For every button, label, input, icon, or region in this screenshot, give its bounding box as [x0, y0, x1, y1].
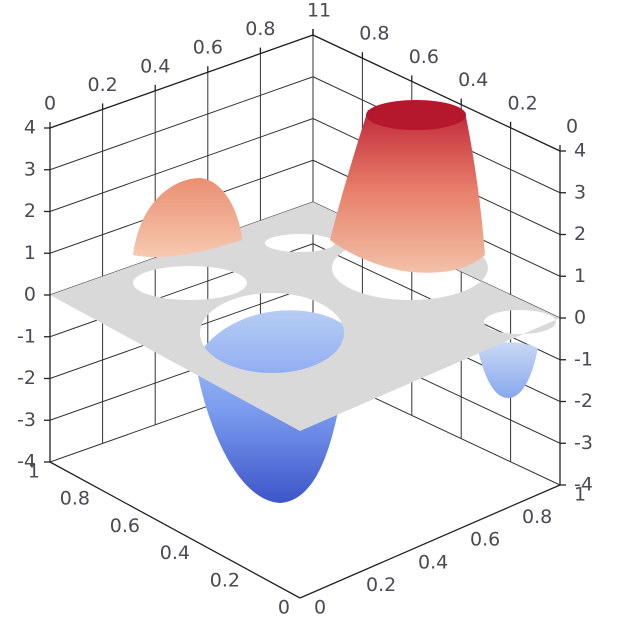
x-tick-label: 0.8	[245, 18, 275, 40]
x-tick-label: 0	[314, 597, 326, 619]
z-tick-label: -1	[574, 348, 593, 370]
peak-right	[330, 110, 485, 273]
z-tick-label: 2	[24, 200, 36, 222]
z-tick-label: -1	[17, 325, 36, 347]
y-tick-label: 0.6	[409, 46, 439, 68]
z-tick-label: 4	[574, 140, 586, 162]
x-tick-label: 1	[574, 484, 586, 506]
axis-line	[49, 461, 301, 599]
y-tick-label: 0.2	[210, 569, 240, 591]
y-tick-label: 0.8	[359, 23, 389, 45]
y-tick-label: 0.6	[110, 515, 140, 537]
axis-line	[312, 34, 561, 152]
z-tick-label: 4	[24, 117, 36, 139]
x-tick-label: 0.2	[366, 574, 396, 596]
z-tick-label: 1	[24, 242, 36, 264]
x-tick-label: 0	[44, 93, 56, 115]
grid-line	[49, 76, 314, 171]
y-tick-label: 1	[28, 461, 40, 483]
z-tick-label: 0	[574, 307, 586, 329]
x-tick-label: 0.4	[140, 55, 170, 77]
z-tick-label: -3	[17, 409, 36, 431]
y-tick-label: 0	[566, 116, 578, 138]
x-tick-label: 1	[307, 0, 319, 22]
z-tick-label: 3	[574, 181, 586, 203]
x-tick-label: 0.6	[470, 529, 500, 551]
grid-line	[49, 118, 314, 212]
y-tick-label: 0.4	[160, 542, 190, 564]
z-tick-label: -2	[574, 390, 593, 412]
z-tick-label: -3	[574, 432, 593, 454]
x-tick-label: 0.4	[418, 551, 448, 573]
z-tick-label: -2	[17, 367, 36, 389]
peak-top	[366, 100, 466, 130]
z-tick-label: -4	[574, 474, 593, 496]
y-tick-label: 0.2	[507, 92, 537, 114]
x-tick-label: 0.2	[87, 74, 117, 96]
axes: 000.20.20.40.40.60.60.80.811000.20.20.40…	[17, 0, 593, 619]
x-tick-label: 0.8	[522, 506, 552, 528]
axis-line	[299, 484, 561, 599]
y-tick-label: 0.4	[458, 69, 488, 91]
y-tick-label: 1	[319, 0, 331, 22]
y-tick-label: 0.8	[60, 488, 90, 510]
z-tick-label: 1	[574, 265, 586, 287]
axis-line	[49, 34, 314, 129]
z-tick-label: -4	[17, 451, 36, 473]
z-tick-label: 0	[24, 284, 36, 306]
upper-surface	[133, 100, 485, 273]
y-tick-label: 0	[278, 597, 290, 619]
trough-small	[478, 342, 538, 398]
z-tick-label: 3	[24, 158, 36, 180]
x-tick-label: 0.6	[193, 37, 223, 59]
peak-left	[133, 178, 242, 258]
zero-plane	[50, 202, 560, 431]
z-tick-label: 2	[574, 223, 586, 245]
